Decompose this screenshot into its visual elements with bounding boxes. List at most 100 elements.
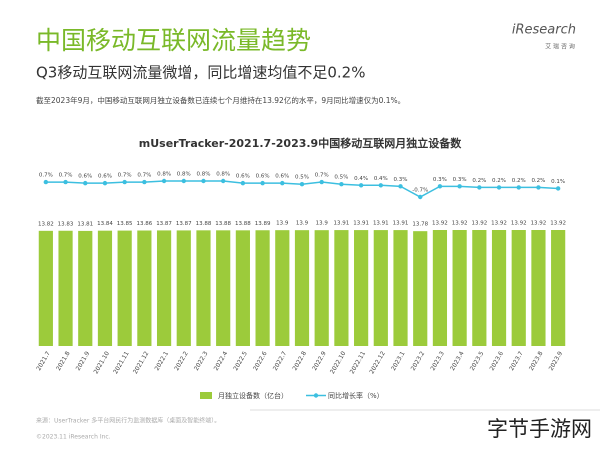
x-tick-label: 2022.9 xyxy=(311,350,328,372)
point-label: 0.5% xyxy=(295,175,309,181)
x-tick-label: 2023.3 xyxy=(429,350,446,372)
point-label: 0.3% xyxy=(394,177,408,183)
chart-title: mUserTracker-2021.7-2023.9中国移动互联网月独立设备数 xyxy=(139,136,462,150)
line-point xyxy=(477,185,482,190)
line-point xyxy=(220,178,226,184)
line-point xyxy=(122,179,127,185)
bar xyxy=(216,230,231,346)
bar-label: 13.91 xyxy=(334,221,350,227)
point-label: 0.6% xyxy=(98,174,112,180)
bar-label: 13.84 xyxy=(97,221,113,227)
bar xyxy=(275,230,290,346)
line-point xyxy=(83,180,88,186)
x-tick-label: 2022.1 xyxy=(154,350,171,372)
bar-label: 13.92 xyxy=(550,221,566,227)
bar xyxy=(156,230,172,346)
x-tick-label: 2023.7 xyxy=(508,350,525,372)
watermark: 字节手游网 xyxy=(487,417,592,441)
point-label: 0.2% xyxy=(512,178,526,184)
x-tick-label: 2022.2 xyxy=(173,350,190,372)
legend-label: 月独立设备数（亿台） xyxy=(218,391,288,400)
line-point xyxy=(516,185,521,190)
x-tick-label: 2022.5 xyxy=(232,350,249,372)
x-tick-label: 2021.12 xyxy=(132,350,151,375)
bar-label: 13.9 xyxy=(276,221,289,227)
bar xyxy=(58,230,73,346)
point-label: 0.7% xyxy=(315,173,329,179)
page-subtitle: Q3移动互联网流量微增，同比增速均值不足0.2% xyxy=(36,64,365,82)
line-point xyxy=(102,180,108,186)
x-tick-label: 2022.10 xyxy=(329,350,348,375)
line-point xyxy=(319,179,324,185)
bar xyxy=(294,230,310,346)
line-point xyxy=(280,180,285,186)
line-point xyxy=(43,179,49,185)
bar-label: 13.92 xyxy=(432,221,448,227)
bar-label: 13.78 xyxy=(412,222,428,228)
bar-label: 13.81 xyxy=(77,221,93,227)
line-point xyxy=(260,180,265,186)
bar-label: 13.88 xyxy=(235,221,251,227)
bar-label: 13.82 xyxy=(38,221,54,227)
x-tick-label: 2023.1 xyxy=(390,350,407,372)
point-label: 0.3% xyxy=(433,177,447,183)
point-label: 0.7% xyxy=(137,173,151,179)
logo-sub: 艾 瑞 咨 询 xyxy=(545,43,575,51)
bar-label: 13.86 xyxy=(136,221,152,227)
bar-label: 13.85 xyxy=(117,221,133,227)
point-label: 0.1% xyxy=(551,179,565,185)
bar xyxy=(452,230,467,346)
x-tick-label: 2022.8 xyxy=(291,350,308,372)
line-point xyxy=(181,178,186,184)
bar-label: 13.92 xyxy=(511,221,527,227)
bar xyxy=(78,230,93,346)
x-tick-label: 2021.7 xyxy=(35,350,52,372)
line-point xyxy=(437,184,443,189)
bar-label: 13.9 xyxy=(296,221,309,227)
line-point xyxy=(299,182,305,187)
x-tick-label: 2022.3 xyxy=(193,350,210,372)
bar xyxy=(393,230,408,346)
bar-label: 13.88 xyxy=(196,221,212,227)
x-tick-label: 2021.9 xyxy=(75,350,92,372)
point-label: -0.7% xyxy=(412,188,428,194)
bar xyxy=(551,230,566,346)
bar xyxy=(472,230,487,346)
point-label: 0.2% xyxy=(531,178,545,184)
x-tick-label: 2023.9 xyxy=(548,350,565,372)
x-tick-label: 2023.5 xyxy=(469,350,486,372)
bar xyxy=(432,230,448,346)
page-title: 中国移动互联网流量趋势 xyxy=(36,26,311,55)
point-label: 0.3% xyxy=(453,177,467,183)
bar xyxy=(334,230,349,346)
point-label: 0.8% xyxy=(177,172,191,178)
line-point xyxy=(358,183,364,188)
bar xyxy=(531,230,546,346)
point-label: 0.5% xyxy=(334,175,348,181)
x-tick-label: 2022.7 xyxy=(272,350,289,372)
line-point xyxy=(398,184,403,189)
point-label: 0.6% xyxy=(78,174,92,180)
line-point xyxy=(201,178,206,184)
point-label: 0.7% xyxy=(59,173,73,179)
bar xyxy=(314,230,329,346)
bar xyxy=(38,230,53,346)
bar xyxy=(255,230,270,346)
bar xyxy=(235,230,250,346)
bar xyxy=(176,230,191,346)
x-tick-label: 2022.6 xyxy=(252,350,269,372)
bar-label: 13.92 xyxy=(491,221,507,227)
x-tick-label: 2023.4 xyxy=(449,350,466,372)
legend-swatch xyxy=(313,393,319,398)
page-note: 截至2023年9月，中国移动互联网月独立设备数已连续七个月维持在13.92亿的水… xyxy=(36,95,405,105)
point-label: 0.8% xyxy=(216,172,230,178)
point-label: 0.7% xyxy=(118,173,132,179)
line-point xyxy=(240,180,246,186)
bar xyxy=(413,231,428,346)
line-point xyxy=(496,185,502,190)
x-tick-label: 2023.6 xyxy=(489,350,506,372)
line-point xyxy=(555,186,561,191)
x-tick-label: 2021.10 xyxy=(93,350,112,375)
point-label: 0.7% xyxy=(39,173,53,179)
point-label: 0.6% xyxy=(275,174,289,180)
